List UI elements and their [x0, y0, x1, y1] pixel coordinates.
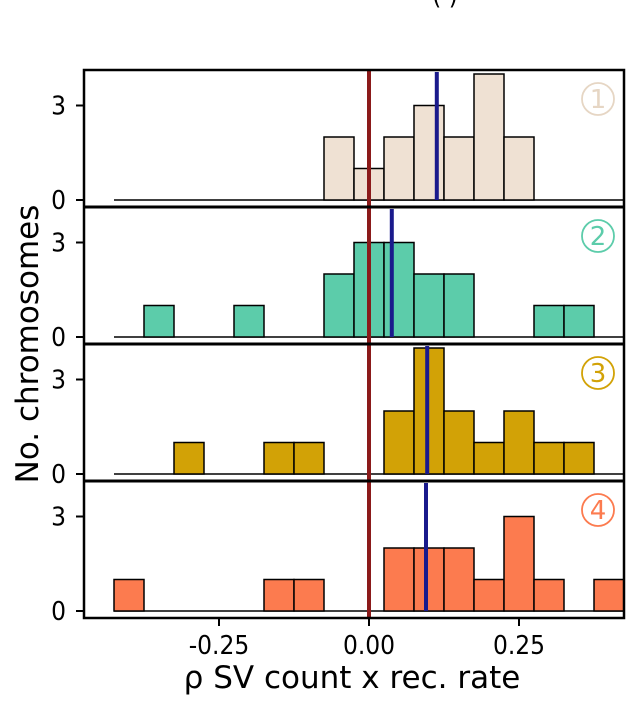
- histogram-bar: [473, 73, 505, 201]
- histogram-bar: [323, 273, 355, 338]
- histogram-bar: [413, 547, 445, 612]
- x-tick-label: -0.25: [189, 631, 250, 661]
- histogram-bar: [383, 241, 415, 338]
- y-tick-label: 0: [51, 323, 66, 353]
- histogram-bar: [323, 136, 355, 201]
- panel-3: 0 3 3: [51, 346, 624, 490]
- histogram-bar: [233, 304, 265, 338]
- panel-number-label: 2: [590, 222, 607, 252]
- y-tick-label: 0: [51, 186, 66, 216]
- histogram-bar: [503, 136, 535, 201]
- histogram-bar: [383, 410, 415, 475]
- histogram-bar: [263, 441, 295, 475]
- histogram-bar: [263, 578, 295, 612]
- y-tick-label: 0: [51, 460, 66, 490]
- histogram-bar: [413, 104, 445, 201]
- histogram-bar: [473, 578, 505, 612]
- y-tick-label: 0: [51, 597, 66, 627]
- histogram-bar: [443, 547, 475, 612]
- histogram-bar: [293, 441, 325, 475]
- plot-frame-layer: [82, 68, 626, 620]
- histogram-bar: [503, 410, 535, 475]
- y-tick-label: 3: [51, 366, 66, 396]
- histogram-bar: [533, 578, 565, 612]
- histogram-bar: [563, 304, 595, 338]
- histogram-bar: [503, 515, 535, 612]
- panel-number-label: 4: [590, 496, 607, 526]
- panel-4: 0 3 4: [51, 483, 625, 627]
- y-axis-label: No. chromosomes: [10, 205, 46, 484]
- histogram-bar: [113, 578, 145, 612]
- title-fragment-text: ( ): [432, 0, 458, 11]
- histogram-bar: [413, 273, 445, 338]
- panel-number-label: 1: [590, 85, 607, 115]
- panels-layer: 0 3 1 0 3 2 0 3 3 0 3 4: [51, 72, 625, 627]
- y-tick-label: 3: [51, 92, 66, 122]
- x-tick-label: 0.00: [343, 631, 395, 661]
- panel-number-label: 3: [590, 359, 607, 389]
- x-axis-label: ρ SV count x rec. rate: [184, 660, 521, 696]
- histogram-bar: [173, 441, 205, 475]
- histogram-bar: [443, 273, 475, 338]
- histogram-bar: [533, 441, 565, 475]
- x-axis: -0.25 0.00 0.25: [189, 618, 545, 661]
- histogram-bar: [563, 441, 595, 475]
- histogram-bar: [143, 304, 175, 338]
- histogram-bar: [293, 578, 325, 612]
- cropped-title-fragment: ( ): [432, 0, 458, 11]
- y-tick-label: 3: [51, 503, 66, 533]
- panel-2: 0 3 2: [51, 209, 624, 353]
- histogram-bar: [383, 136, 415, 201]
- histogram-bar: [443, 410, 475, 475]
- histogram-bar: [443, 136, 475, 201]
- panel-1: 0 3 1: [51, 72, 624, 216]
- panel-number-circle: [581, 356, 615, 390]
- histogram-bar: [383, 547, 415, 612]
- panel-number-circle: [581, 219, 615, 253]
- histogram-bar: [473, 441, 505, 475]
- x-tick-label: 0.25: [493, 631, 545, 661]
- panel-number-circle: [581, 493, 615, 527]
- histogram-bar: [593, 578, 625, 612]
- panel-number-circle: [581, 82, 615, 116]
- y-tick-label: 3: [51, 229, 66, 259]
- histogram-bar: [533, 304, 565, 338]
